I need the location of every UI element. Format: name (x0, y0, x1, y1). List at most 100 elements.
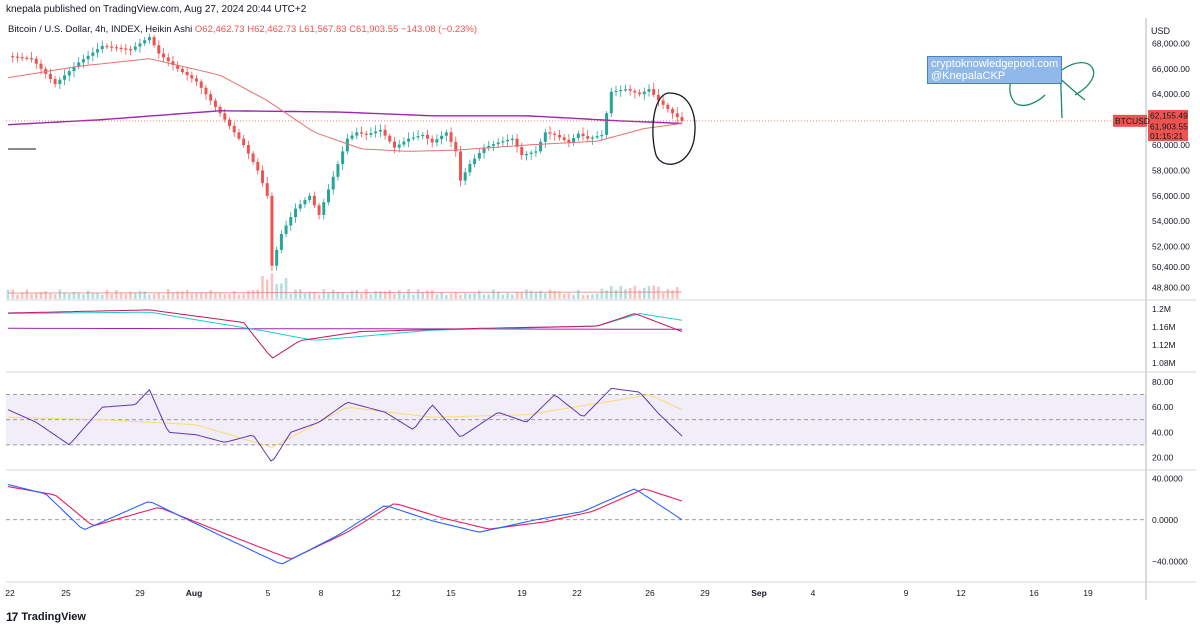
volume-bar (449, 293, 453, 299)
candle-body (449, 132, 453, 142)
volume-bar (129, 291, 132, 299)
candle-body (157, 45, 161, 54)
volume-bar (393, 293, 396, 299)
candle-body (15, 56, 19, 58)
candle-body (350, 135, 354, 139)
price-tick-label: 52,000.00 (1152, 242, 1190, 252)
time-tick-label: 26 (645, 588, 655, 598)
volume-bar (280, 283, 283, 299)
tradingview-footer[interactable]: 17 TradingView (6, 610, 86, 624)
currency-label[interactable]: USD (1150, 26, 1170, 36)
volume-bar (195, 292, 198, 299)
candle-body (289, 217, 293, 226)
volume-bar (294, 289, 297, 299)
candle-body (539, 141, 543, 152)
volume-bar (558, 291, 561, 299)
candle-body (86, 55, 90, 60)
candle-body (586, 136, 590, 139)
volume-bar (529, 290, 533, 299)
volume-bar (58, 289, 62, 299)
candle-body (491, 144, 495, 146)
candle-body (91, 52, 95, 56)
tradingview-logo-icon: 17 (6, 610, 18, 624)
volume-bar (595, 293, 599, 299)
volume-bar (350, 290, 354, 299)
candle-body (143, 40, 147, 44)
candle-body (562, 137, 566, 140)
candle-body (129, 49, 133, 51)
candle-body (336, 164, 340, 177)
volume-bar (275, 284, 278, 299)
volume-bar (11, 289, 15, 299)
candle-body (341, 151, 345, 165)
time-tick-label: 16 (1029, 588, 1039, 598)
volume-bar (218, 292, 222, 299)
candle-body (270, 195, 274, 266)
volume-bar (666, 288, 670, 299)
volume-bar (360, 293, 363, 299)
obv-tick-label: 1.12M (1152, 340, 1176, 350)
ma-long-line (7, 109, 683, 126)
volume-bar (256, 289, 260, 299)
candle-body (510, 138, 514, 140)
candle-body (105, 45, 109, 48)
volume-bar (6, 289, 10, 299)
volume-bar (407, 289, 410, 299)
candle-body (369, 133, 373, 135)
volume-bar (322, 289, 326, 299)
publish-info: knepala published on TradingView.com, Au… (6, 4, 307, 15)
candle-body (628, 89, 632, 91)
candle-body (623, 89, 627, 91)
volume-bar (492, 289, 495, 299)
volume-bar (468, 293, 472, 299)
volume-bar (72, 292, 76, 299)
watermark-line2: @KnepalaCKP (931, 70, 1006, 82)
candle-body (171, 61, 175, 65)
candle-body (496, 142, 500, 145)
ma-short-line (7, 58, 683, 152)
symbol-tag-text: BTCUSD (1115, 116, 1150, 126)
candle-body (501, 141, 505, 143)
volume-bar (402, 294, 406, 299)
time-tick-label: Aug (186, 588, 203, 598)
volume-bar (369, 294, 373, 299)
candle-body (25, 57, 29, 59)
volume-bar (600, 288, 604, 299)
candle-body (355, 132, 359, 136)
tradingview-brand: TradingView (21, 611, 86, 623)
candle-body (199, 81, 203, 88)
volume-bar (341, 292, 344, 299)
candle-body (515, 138, 519, 147)
candle-body (557, 134, 561, 138)
volume-bar (397, 290, 401, 299)
candle-body (638, 92, 642, 95)
candle-body (11, 56, 15, 58)
candle-body (572, 138, 576, 143)
time-tick-label: 19 (1083, 588, 1093, 598)
candle-body (303, 200, 307, 205)
volume-bar (100, 294, 104, 299)
volume-bar (190, 293, 194, 299)
volume-bar (567, 293, 571, 299)
candle-body (454, 141, 458, 152)
symbol-name: Bitcoin / U.S. Dollar, 4h, INDEX, Heikin… (8, 24, 193, 35)
candle-body (162, 53, 166, 58)
volume-bar (44, 291, 48, 299)
candle-body (195, 78, 199, 82)
candle-body (261, 170, 265, 184)
volume-bar (251, 290, 255, 299)
price-tag-upper-text: 62,155.49 (1150, 111, 1188, 121)
candle-body (228, 119, 232, 126)
candle-body (204, 87, 208, 95)
candle-body (656, 94, 660, 101)
volume-bar (426, 290, 429, 299)
volume-bar (317, 294, 321, 299)
candle-body (58, 79, 62, 85)
candle-body (416, 136, 420, 138)
price-tick-label: 50,400.00 (1152, 262, 1190, 272)
volume-bar (124, 293, 128, 299)
volume-ma-line (7, 291, 683, 294)
volume-bar (383, 291, 387, 299)
time-tick-label: 8 (319, 588, 324, 598)
